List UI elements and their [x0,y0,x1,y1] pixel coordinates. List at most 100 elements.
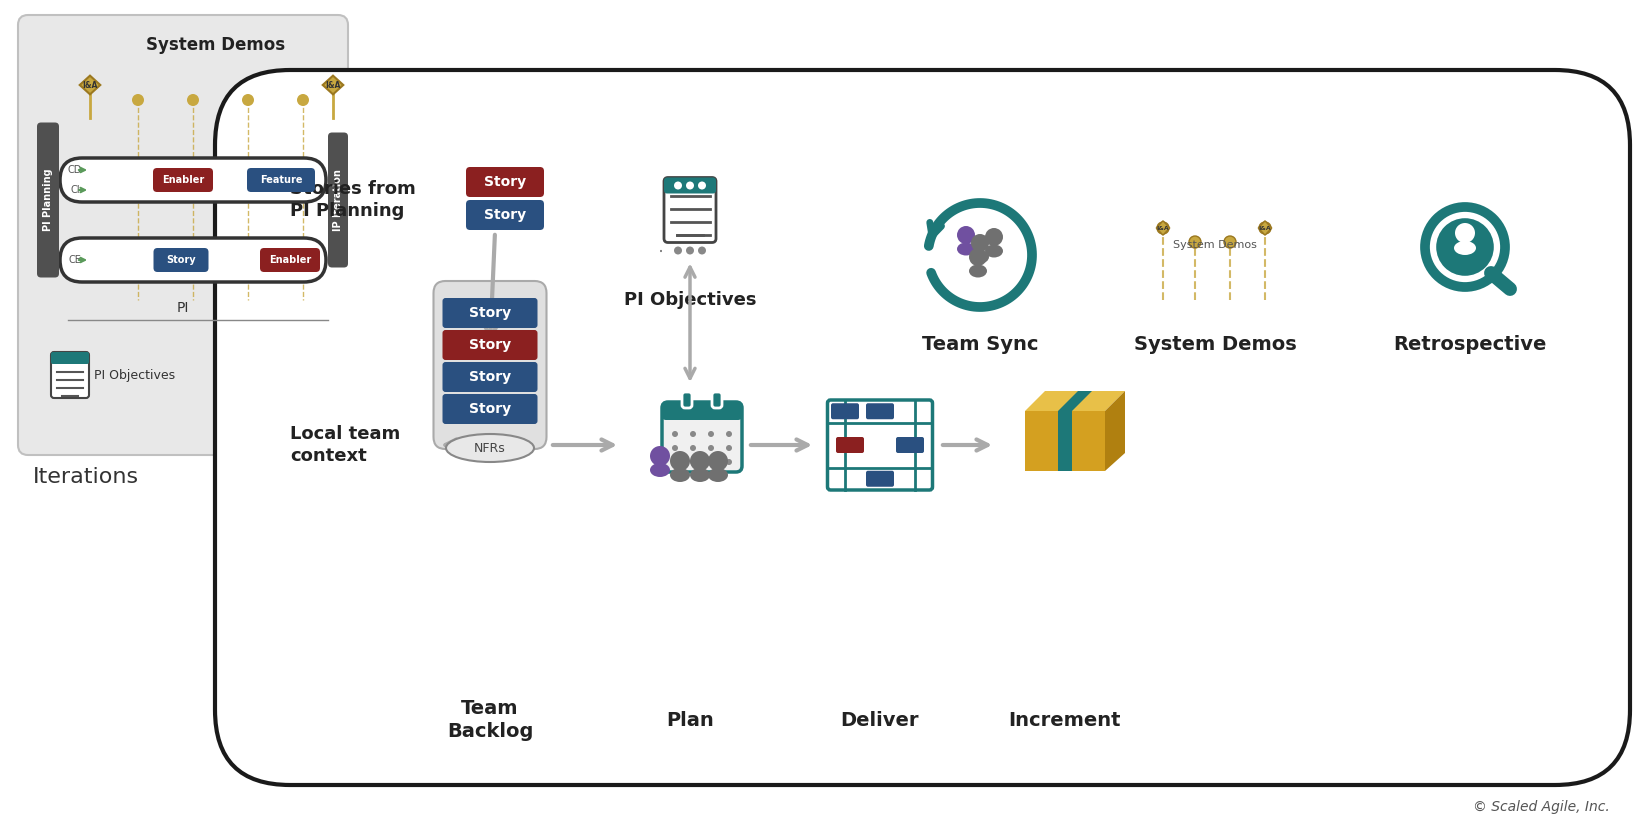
Circle shape [1435,218,1493,276]
Circle shape [691,451,710,471]
FancyBboxPatch shape [865,403,893,419]
Circle shape [674,246,682,255]
FancyBboxPatch shape [51,352,89,364]
Circle shape [986,228,1004,246]
Text: CD: CD [68,165,82,175]
Text: CI: CI [71,185,79,195]
Circle shape [691,445,695,451]
Circle shape [132,94,143,106]
Polygon shape [1025,411,1106,471]
Circle shape [297,94,310,106]
Text: IP Iteration: IP Iteration [333,169,343,231]
Circle shape [969,248,987,266]
Text: Retrospective: Retrospective [1393,335,1547,354]
Circle shape [672,445,677,451]
Polygon shape [1259,221,1272,235]
Text: I&A: I&A [325,81,341,90]
FancyBboxPatch shape [328,133,348,267]
Circle shape [709,431,714,437]
FancyBboxPatch shape [865,470,893,486]
Text: Story: Story [470,306,511,320]
Polygon shape [343,335,430,770]
Polygon shape [1106,391,1126,471]
Text: I&A: I&A [1157,225,1170,230]
FancyBboxPatch shape [443,330,537,360]
FancyBboxPatch shape [443,394,537,424]
FancyBboxPatch shape [443,298,537,328]
Text: System Demos: System Demos [147,36,285,54]
Text: Story: Story [485,208,526,222]
FancyBboxPatch shape [664,177,715,193]
Text: System Demos: System Demos [1134,335,1297,354]
Circle shape [1157,222,1168,234]
Text: NFRs: NFRs [475,442,506,454]
Ellipse shape [957,243,976,255]
Text: PI Objectives: PI Objectives [94,369,176,381]
Circle shape [1455,223,1475,243]
FancyBboxPatch shape [260,248,320,272]
FancyBboxPatch shape [662,402,742,420]
Circle shape [1224,236,1236,248]
FancyBboxPatch shape [712,392,722,408]
FancyBboxPatch shape [153,168,213,192]
Circle shape [691,459,695,465]
FancyBboxPatch shape [836,437,864,453]
Ellipse shape [986,244,1004,258]
Circle shape [686,246,694,255]
Circle shape [672,431,677,437]
Text: © Scaled Agile, Inc.: © Scaled Agile, Inc. [1473,800,1610,814]
FancyBboxPatch shape [897,437,925,453]
Circle shape [186,94,199,106]
FancyBboxPatch shape [18,15,348,455]
Circle shape [686,181,694,190]
Text: Story: Story [470,338,511,352]
Ellipse shape [671,468,691,482]
Circle shape [971,234,989,252]
Polygon shape [1058,391,1093,411]
Polygon shape [1058,411,1071,471]
FancyBboxPatch shape [662,402,742,472]
FancyBboxPatch shape [214,70,1630,785]
Ellipse shape [691,468,710,482]
Text: PI: PI [176,301,190,315]
Text: Story: Story [470,402,511,416]
FancyBboxPatch shape [827,400,933,490]
Polygon shape [79,76,101,94]
Text: PI Planning: PI Planning [43,169,53,231]
Circle shape [957,226,976,244]
Circle shape [699,181,705,190]
Text: Story: Story [470,370,511,384]
Circle shape [699,246,705,255]
Circle shape [727,431,732,437]
Circle shape [328,81,338,92]
Circle shape [1259,222,1271,234]
Circle shape [709,445,714,451]
Text: Iterations: Iterations [33,467,138,487]
Circle shape [672,459,677,465]
Polygon shape [323,76,343,94]
FancyBboxPatch shape [466,167,544,197]
Circle shape [1188,236,1201,248]
Text: Feature: Feature [260,175,302,185]
Polygon shape [1157,221,1170,235]
Text: Local team
context: Local team context [290,425,400,465]
FancyBboxPatch shape [831,403,859,419]
Text: Enabler: Enabler [162,175,204,185]
Ellipse shape [971,250,989,264]
FancyBboxPatch shape [59,238,326,282]
Text: PI Objectives: PI Objectives [623,291,756,309]
Circle shape [1426,207,1505,287]
FancyBboxPatch shape [36,123,59,277]
Ellipse shape [447,434,534,462]
Text: I&A: I&A [82,81,97,90]
FancyBboxPatch shape [664,177,715,243]
Circle shape [709,451,728,471]
Text: Enabler: Enabler [269,255,311,265]
Circle shape [727,445,732,451]
Text: Team Sync: Team Sync [921,335,1038,354]
Text: Deliver: Deliver [840,711,920,729]
Circle shape [727,459,732,465]
Text: I&A: I&A [1259,225,1271,230]
Text: Story: Story [485,175,526,189]
Circle shape [709,459,714,465]
